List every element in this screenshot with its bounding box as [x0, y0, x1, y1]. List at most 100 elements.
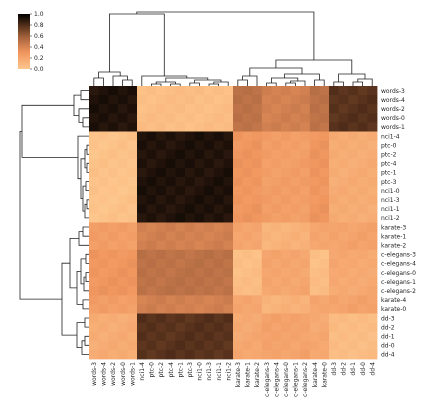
heatmap-cell: [137, 149, 147, 160]
heatmap-cell: [213, 286, 224, 296]
heatmap-cell: [367, 268, 378, 278]
heatmap-cell: [108, 186, 119, 196]
heatmap-cell: [89, 268, 99, 278]
heatmap-cell: [309, 268, 320, 278]
heatmap-cell: [175, 86, 186, 96]
heatmap-cell: [185, 322, 195, 333]
heatmap-cell: [98, 213, 109, 223]
heatmap-cell: [223, 158, 234, 169]
heatmap-cell: [338, 322, 349, 333]
heatmap-cell: [204, 158, 215, 169]
dendrogram-link: [112, 75, 128, 86]
heatmap-cell: [300, 313, 311, 323]
heatmap-cell: [194, 186, 205, 196]
heatmap-cell: [223, 195, 234, 205]
heatmap-cell: [165, 177, 176, 187]
dendrogram-link: [357, 78, 373, 86]
dendrogram-link: [78, 108, 89, 123]
column-label: karate-4: [312, 362, 319, 387]
heatmap-cell: [348, 195, 359, 205]
heatmap-cell: [281, 277, 291, 287]
heatmap-cell: [137, 222, 147, 232]
heatmap-cell: [261, 286, 272, 296]
heatmap-cell: [252, 340, 263, 351]
heatmap-cell: [300, 268, 311, 278]
heatmap-cell: [300, 322, 311, 333]
heatmap-cell: [165, 195, 176, 205]
heatmap-cell: [309, 331, 320, 342]
heatmap-cell: [127, 331, 138, 342]
heatmap-cell: [281, 222, 291, 232]
heatmap-cell: [290, 349, 301, 360]
heatmap-cell: [309, 258, 320, 269]
dendrogram-link: [82, 226, 89, 237]
heatmap-cell: [146, 158, 157, 169]
heatmap-cell: [89, 313, 99, 323]
heatmap-cell: [213, 204, 224, 214]
heatmap-cell: [156, 167, 167, 178]
row-label: words-4: [381, 97, 405, 104]
row-label: dd-1: [381, 333, 395, 340]
column-label: words-1: [129, 362, 136, 386]
heatmap-cell: [137, 213, 147, 223]
heatmap-cell: [204, 313, 215, 323]
heatmap-cell: [117, 231, 128, 242]
dendrogram-link: [122, 79, 133, 86]
dendrogram-link: [194, 79, 222, 83]
heatmap-cell: [137, 340, 147, 351]
heatmap-cell: [319, 149, 330, 160]
heatmap-cell: [242, 186, 253, 196]
heatmap-cell: [213, 349, 224, 360]
heatmap-cell: [213, 222, 224, 232]
heatmap-cell: [194, 149, 205, 160]
row-label: nci1-4: [381, 133, 400, 140]
dendrogram-link: [69, 238, 79, 289]
heatmap-cell: [367, 140, 378, 151]
heatmap-cell: [261, 240, 272, 251]
heatmap-cell: [156, 86, 167, 96]
row-label: dd-4: [381, 352, 395, 359]
heatmap-cell: [175, 213, 186, 223]
heatmap-cell: [319, 295, 330, 305]
dendrogram-link: [338, 73, 366, 82]
heatmap-cell: [271, 231, 282, 242]
heatmap-cell: [194, 195, 205, 205]
heatmap-cell: [146, 295, 157, 305]
colorbar-tick-label: 1.0: [34, 11, 44, 18]
heatmap-cell: [300, 349, 311, 360]
heatmap-cell: [290, 240, 301, 251]
heatmap-cell: [213, 140, 224, 151]
heatmap-cell: [281, 258, 291, 269]
heatmap-cell: [194, 222, 205, 232]
heatmap-cell: [156, 268, 167, 278]
heatmap-cell: [348, 86, 359, 96]
heatmap-cell: [290, 149, 301, 160]
heatmap-cell: [89, 195, 99, 205]
heatmap-cell: [329, 222, 339, 232]
heatmap-cell: [146, 313, 157, 323]
heatmap-cell: [156, 286, 167, 296]
heatmap-cell: [281, 331, 291, 342]
heatmap-cell: [281, 140, 291, 151]
row-label: nci1-0: [381, 188, 400, 195]
heatmap-cell: [127, 195, 138, 205]
heatmap-cell: [252, 104, 263, 114]
heatmap-cell: [146, 177, 157, 187]
heatmap-cell: [329, 295, 339, 305]
heatmap-cell: [146, 249, 157, 260]
heatmap-cell: [319, 222, 330, 232]
heatmap-cell: [338, 104, 349, 114]
heatmap-cell: [348, 222, 359, 232]
heatmap-cell: [357, 167, 368, 178]
heatmap-cell: [117, 167, 128, 178]
heatmap-cell: [185, 340, 195, 351]
heatmap-cells: [89, 86, 378, 360]
heatmap-cell: [156, 258, 167, 269]
column-label: c-elegans-1: [293, 362, 300, 397]
heatmap-cell: [108, 277, 119, 287]
heatmap-cell: [309, 231, 320, 242]
heatmap-cell: [98, 340, 109, 351]
heatmap-cell: [367, 204, 378, 214]
heatmap-cell: [204, 295, 215, 305]
heatmap-cell: [290, 277, 301, 287]
